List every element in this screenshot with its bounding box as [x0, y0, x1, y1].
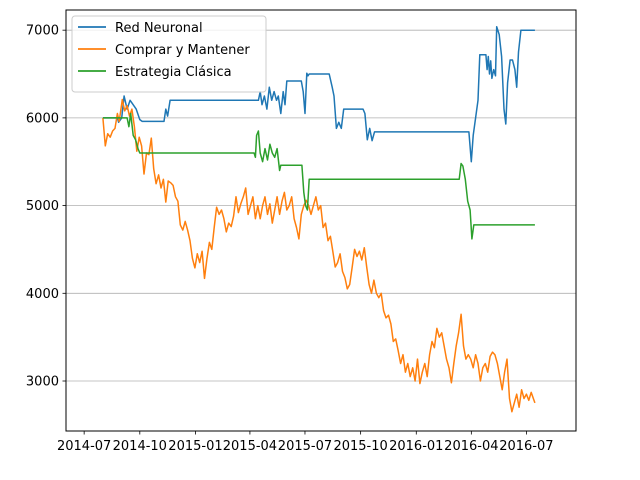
series-line [102, 112, 535, 240]
x-axis: 2014-07 2014-10 2015-01 2015-04 2015-07 2015-… [57, 431, 554, 454]
legend-box [71, 15, 267, 93]
legend-label: Estrategia Clásica [115, 65, 232, 80]
y-tick-label: 6000 [26, 111, 59, 126]
series-line [102, 25, 535, 163]
legend-label: Red Neuronal [115, 21, 203, 36]
x-tick-label: 2014-07 [57, 439, 111, 454]
x-tick-label: 2014-10 [113, 439, 167, 454]
series-line [102, 98, 536, 413]
x-tick-label: 2015-01 [168, 439, 222, 454]
y-tick-label: 7000 [26, 24, 59, 39]
x-tick-label: 2015-04 [223, 439, 277, 454]
x-tick-label: 2016-07 [499, 439, 553, 454]
legend-label: Comprar y Mantener [115, 43, 250, 58]
y-tick-label: 3000 [26, 375, 59, 390]
x-tick-label: 2016-04 [444, 439, 498, 454]
y-tick-label: 4000 [26, 287, 59, 302]
x-tick-label: 2015-07 [278, 439, 332, 454]
y-axis: 3000 4000 5000 6000 7000 [26, 24, 66, 390]
x-tick-label: 2015-10 [333, 439, 387, 454]
legend: Red Neuronal Comprar y Mantener Estrategia… [71, 15, 267, 93]
series-layer [102, 25, 536, 413]
plot-frame [65, 9, 577, 432]
x-tick-label: 2016-01 [389, 439, 443, 454]
y-tick-label: 5000 [26, 199, 59, 214]
